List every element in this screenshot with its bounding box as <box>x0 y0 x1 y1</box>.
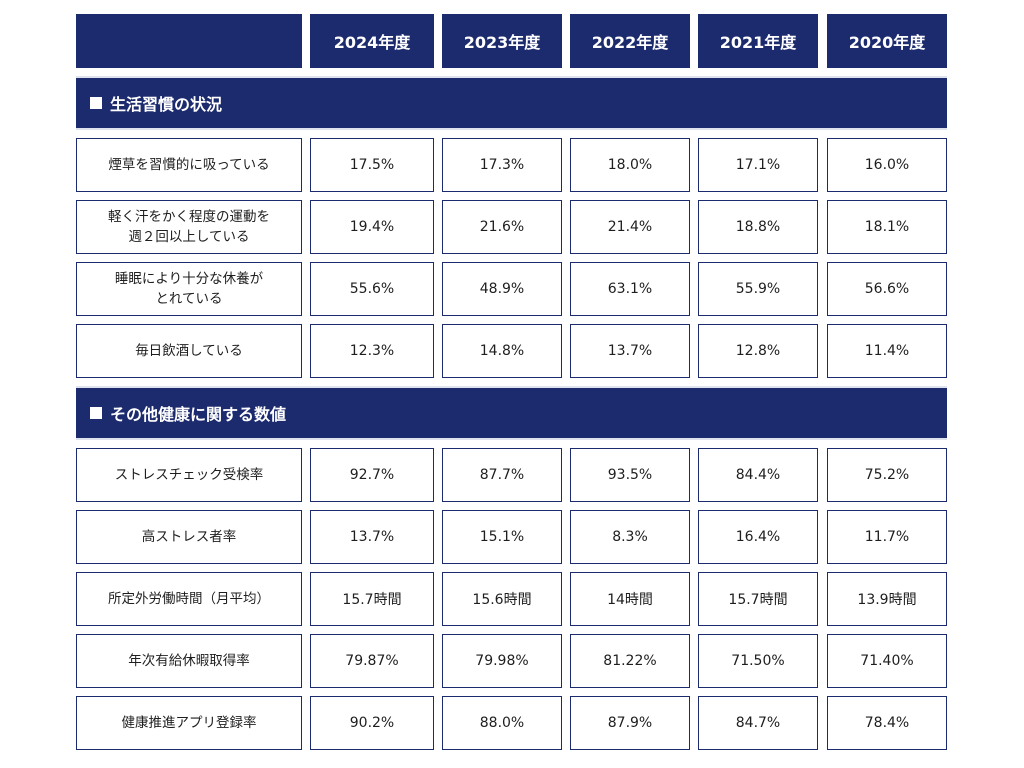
value-cell: 56.6% <box>827 262 947 316</box>
row-label: 軽く汗をかく程度の運動を 週２回以上している <box>108 207 270 247</box>
value-cell: 11.7% <box>827 510 947 564</box>
row-label-line: 高ストレス者率 <box>141 529 237 545</box>
value-cell: 16.0% <box>827 138 947 192</box>
header-year-2022: 2022年度 <box>570 14 690 68</box>
value-cell: 13.9時間 <box>827 572 947 626</box>
value-cell: 16.4% <box>698 510 818 564</box>
value-cell: 8.3% <box>570 510 690 564</box>
section-header: その他健康に関する数値 <box>76 386 947 440</box>
row-label-cell: 毎日飲酒している <box>76 324 302 378</box>
row-label-line: 睡眠により十分な休養が <box>114 271 264 287</box>
row-label-cell: 所定外労働時間（月平均） <box>76 572 302 626</box>
row-label-cell: 煙草を習慣的に吸っている <box>76 138 302 192</box>
row-label-cell: 高ストレス者率 <box>76 510 302 564</box>
value-cell: 87.9% <box>570 696 690 750</box>
value-cell: 17.3% <box>442 138 562 192</box>
header-year-2021: 2021年度 <box>698 14 818 68</box>
header-corner-cell <box>76 14 302 68</box>
health-data-table: 2024年度 2023年度 2022年度 2021年度 2020年度 生活習慣の… <box>76 14 947 758</box>
value-cell: 21.4% <box>570 200 690 254</box>
row-label: 煙草を習慣的に吸っている <box>108 155 269 175</box>
value-cell: 12.8% <box>698 324 818 378</box>
section-title: 生活習慣の状況 <box>110 95 223 114</box>
value-cell: 17.1% <box>698 138 818 192</box>
value-cell: 71.40% <box>827 634 947 688</box>
value-cell: 55.6% <box>310 262 434 316</box>
value-cell: 90.2% <box>310 696 434 750</box>
value-cell: 92.7% <box>310 448 434 502</box>
table-row: 健康推進アプリ登録率 90.2% 88.0% 87.9% 84.7% 78.4% <box>76 696 947 750</box>
row-label: 高ストレス者率 <box>142 527 237 547</box>
row-label-cell: ストレスチェック受検率 <box>76 448 302 502</box>
value-cell: 48.9% <box>442 262 562 316</box>
row-label-line: 毎日飲酒している <box>135 343 243 359</box>
row-label-cell: 睡眠により十分な休養が とれている <box>76 262 302 316</box>
value-cell: 15.6時間 <box>442 572 562 626</box>
row-label: 年次有給休暇取得率 <box>128 651 250 671</box>
value-cell: 17.5% <box>310 138 434 192</box>
value-cell: 71.50% <box>698 634 818 688</box>
header-year-2020: 2020年度 <box>827 14 947 68</box>
row-label-line: 週２回以上している <box>128 229 250 245</box>
row-label: 毎日飲酒している <box>135 341 243 361</box>
row-label: ストレスチェック受検率 <box>115 465 264 485</box>
value-cell: 88.0% <box>442 696 562 750</box>
row-label-line: 年次有給休暇取得率 <box>128 653 250 669</box>
row-label-line: 軽く汗をかく程度の運動を <box>108 209 270 225</box>
value-cell: 84.4% <box>698 448 818 502</box>
table-header-row: 2024年度 2023年度 2022年度 2021年度 2020年度 <box>76 14 947 68</box>
table-body: 生活習慣の状況 煙草を習慣的に吸っている 17.5% 17.3% 18.0% 17.1% 1… <box>76 76 947 750</box>
header-year-2024: 2024年度 <box>310 14 434 68</box>
table-row: 煙草を習慣的に吸っている 17.5% 17.3% 18.0% 17.1% 16.0% <box>76 138 947 192</box>
row-label-line: 煙草を習慣的に吸っている <box>108 157 270 173</box>
row-label-line: 健康推進アプリ登録率 <box>121 715 257 731</box>
value-cell: 15.1% <box>442 510 562 564</box>
row-label-line: 所定外労働時間（月平均） <box>108 591 270 607</box>
row-label-line: ストレスチェック受検率 <box>114 467 264 483</box>
row-label: 所定外労働時間（月平均） <box>108 589 270 609</box>
value-cell: 55.9% <box>698 262 818 316</box>
value-cell: 21.6% <box>442 200 562 254</box>
table-row: 所定外労働時間（月平均） 15.7時間 15.6時間 14時間 15.7時間 13.9時間 <box>76 572 947 626</box>
value-cell: 13.7% <box>570 324 690 378</box>
square-bullet-icon <box>90 97 102 109</box>
table-row: 睡眠により十分な休養が とれている 55.6% 48.9% 63.1% 55.9% 56.6… <box>76 262 947 316</box>
value-cell: 93.5% <box>570 448 690 502</box>
value-cell: 79.98% <box>442 634 562 688</box>
value-cell: 15.7時間 <box>310 572 434 626</box>
row-label: 睡眠により十分な休養が とれている <box>115 269 263 309</box>
row-label: 健康推進アプリ登録率 <box>122 713 257 733</box>
row-label-cell: 健康推進アプリ登録率 <box>76 696 302 750</box>
value-cell: 63.1% <box>570 262 690 316</box>
value-cell: 75.2% <box>827 448 947 502</box>
table-row: 毎日飲酒している 12.3% 14.8% 13.7% 12.8% 11.4% <box>76 324 947 378</box>
table-row: 年次有給休暇取得率 79.87% 79.98% 81.22% 71.50% 71.40% <box>76 634 947 688</box>
table-row: 高ストレス者率 13.7% 15.1% 8.3% 16.4% 11.7% <box>76 510 947 564</box>
square-bullet-icon <box>90 407 102 419</box>
value-cell: 14時間 <box>570 572 690 626</box>
value-cell: 18.0% <box>570 138 690 192</box>
value-cell: 84.7% <box>698 696 818 750</box>
value-cell: 19.4% <box>310 200 434 254</box>
value-cell: 87.7% <box>442 448 562 502</box>
value-cell: 81.22% <box>570 634 690 688</box>
value-cell: 78.4% <box>827 696 947 750</box>
section-title: その他健康に関する数値 <box>110 405 287 424</box>
row-label-cell: 軽く汗をかく程度の運動を 週２回以上している <box>76 200 302 254</box>
value-cell: 14.8% <box>442 324 562 378</box>
value-cell: 12.3% <box>310 324 434 378</box>
table-row: ストレスチェック受検率 92.7% 87.7% 93.5% 84.4% 75.2% <box>76 448 947 502</box>
row-label-line: とれている <box>155 291 223 307</box>
value-cell: 18.8% <box>698 200 818 254</box>
value-cell: 11.4% <box>827 324 947 378</box>
value-cell: 79.87% <box>310 634 434 688</box>
value-cell: 15.7時間 <box>698 572 818 626</box>
row-label-cell: 年次有給休暇取得率 <box>76 634 302 688</box>
value-cell: 13.7% <box>310 510 434 564</box>
section-header: 生活習慣の状況 <box>76 76 947 130</box>
value-cell: 18.1% <box>827 200 947 254</box>
header-year-2023: 2023年度 <box>442 14 562 68</box>
table-row: 軽く汗をかく程度の運動を 週２回以上している 19.4% 21.6% 21.4% 18.8… <box>76 200 947 254</box>
